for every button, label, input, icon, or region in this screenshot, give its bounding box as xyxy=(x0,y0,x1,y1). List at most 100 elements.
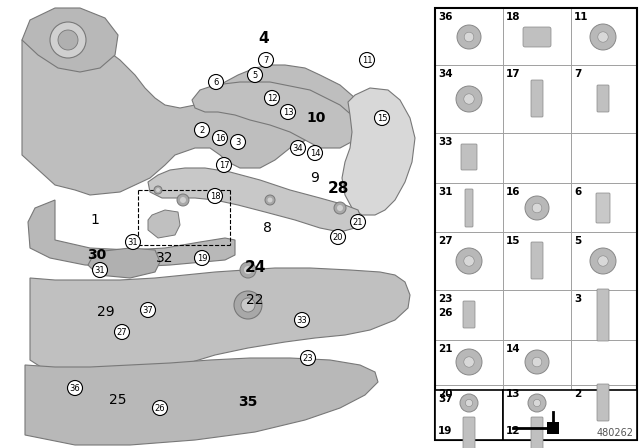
Circle shape xyxy=(532,357,542,367)
Polygon shape xyxy=(148,168,362,232)
Circle shape xyxy=(464,357,474,367)
Circle shape xyxy=(334,202,346,214)
Bar xyxy=(435,133,503,183)
Text: 30: 30 xyxy=(88,248,107,262)
Circle shape xyxy=(152,401,168,415)
Bar xyxy=(435,183,503,232)
Text: 480262: 480262 xyxy=(597,428,634,438)
Text: 31: 31 xyxy=(95,266,106,275)
FancyBboxPatch shape xyxy=(465,189,473,227)
Text: 3: 3 xyxy=(236,138,241,146)
Text: 27: 27 xyxy=(116,327,127,336)
Text: 20: 20 xyxy=(438,389,452,399)
Text: 18: 18 xyxy=(506,12,520,22)
Text: 34: 34 xyxy=(292,143,303,152)
Circle shape xyxy=(210,193,220,203)
Circle shape xyxy=(200,255,205,260)
Bar xyxy=(435,8,503,65)
Text: 32: 32 xyxy=(156,251,173,265)
Text: 15: 15 xyxy=(377,113,387,122)
Circle shape xyxy=(67,380,83,396)
Text: 26: 26 xyxy=(155,404,165,413)
Bar xyxy=(503,422,571,440)
Bar xyxy=(435,390,503,440)
Circle shape xyxy=(115,324,129,340)
Bar xyxy=(435,340,503,385)
Text: 8: 8 xyxy=(262,221,271,235)
Polygon shape xyxy=(22,32,360,195)
FancyBboxPatch shape xyxy=(597,289,609,341)
Polygon shape xyxy=(192,82,360,148)
Circle shape xyxy=(351,215,365,229)
FancyBboxPatch shape xyxy=(597,384,609,421)
Bar xyxy=(503,183,571,232)
Circle shape xyxy=(207,189,223,203)
Circle shape xyxy=(590,24,616,50)
FancyBboxPatch shape xyxy=(596,193,610,223)
Circle shape xyxy=(525,196,549,220)
Polygon shape xyxy=(342,88,415,215)
Circle shape xyxy=(195,250,209,266)
Circle shape xyxy=(264,90,280,105)
Text: 12: 12 xyxy=(267,94,277,103)
Text: 15: 15 xyxy=(506,236,520,246)
Circle shape xyxy=(337,205,343,211)
Circle shape xyxy=(525,350,549,374)
Bar xyxy=(571,290,637,340)
Polygon shape xyxy=(148,210,180,238)
Text: 26: 26 xyxy=(438,308,452,318)
Text: 17: 17 xyxy=(219,160,229,169)
FancyBboxPatch shape xyxy=(463,301,475,328)
Bar xyxy=(571,232,637,290)
Circle shape xyxy=(528,394,546,412)
Text: 33: 33 xyxy=(438,137,452,147)
Bar xyxy=(503,8,571,65)
Circle shape xyxy=(177,194,189,206)
Text: 24: 24 xyxy=(244,259,266,275)
Circle shape xyxy=(464,256,474,266)
Text: 4: 4 xyxy=(259,30,269,46)
Circle shape xyxy=(374,111,390,125)
Circle shape xyxy=(291,141,305,155)
Circle shape xyxy=(590,248,616,274)
Circle shape xyxy=(58,30,78,50)
Bar xyxy=(571,340,637,385)
FancyBboxPatch shape xyxy=(523,27,551,47)
Text: 11: 11 xyxy=(362,56,372,65)
Text: 31: 31 xyxy=(438,187,452,197)
Text: 34: 34 xyxy=(438,69,452,79)
Bar xyxy=(571,183,637,232)
Circle shape xyxy=(532,203,542,213)
Bar xyxy=(435,422,503,440)
Bar xyxy=(435,290,503,340)
Circle shape xyxy=(464,94,474,104)
Text: 37: 37 xyxy=(143,306,154,314)
Text: 7: 7 xyxy=(263,56,269,65)
Text: 13: 13 xyxy=(506,389,520,399)
Circle shape xyxy=(456,248,482,274)
Text: 35: 35 xyxy=(238,395,258,409)
Bar xyxy=(571,133,637,183)
Text: 5: 5 xyxy=(574,236,581,246)
Circle shape xyxy=(180,197,186,203)
Circle shape xyxy=(212,195,218,201)
FancyBboxPatch shape xyxy=(463,417,475,448)
Text: 25: 25 xyxy=(109,393,127,407)
Circle shape xyxy=(248,68,262,82)
Bar xyxy=(435,65,503,133)
Circle shape xyxy=(460,394,478,412)
Text: 23: 23 xyxy=(438,294,452,304)
Text: 22: 22 xyxy=(246,293,264,307)
Circle shape xyxy=(154,186,162,194)
Circle shape xyxy=(456,349,482,375)
Text: 16: 16 xyxy=(506,187,520,197)
Text: 27: 27 xyxy=(438,236,452,246)
Circle shape xyxy=(156,188,160,192)
Text: 10: 10 xyxy=(307,111,326,125)
Text: 6: 6 xyxy=(213,78,219,86)
Circle shape xyxy=(265,195,275,205)
Bar xyxy=(503,290,571,340)
Text: 19: 19 xyxy=(196,254,207,263)
Circle shape xyxy=(195,122,209,138)
Circle shape xyxy=(598,256,608,266)
